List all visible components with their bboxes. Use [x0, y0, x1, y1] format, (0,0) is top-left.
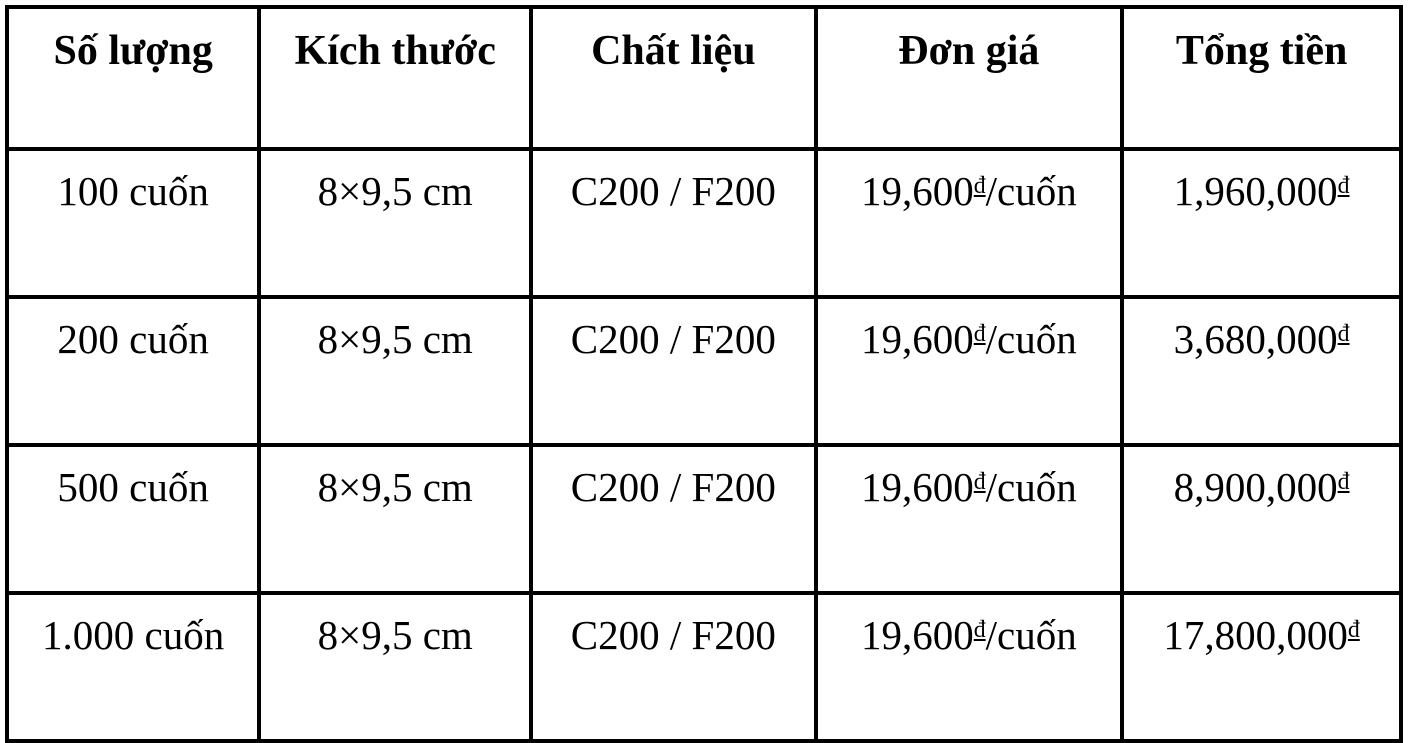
total-amount: 8,900,000	[1173, 464, 1338, 510]
material-cell: C200 / F200	[529, 443, 818, 595]
table-row: 200 cuốn 8×9,5 cm C200 / F200 19,600đ/cu…	[4, 295, 1403, 447]
header-cell-material: Chất liệu	[529, 5, 818, 151]
header-cell-total: Tổng tiền	[1120, 5, 1403, 151]
dong-superscript: đ	[973, 321, 986, 348]
table-row: 500 cuốn 8×9,5 cm C200 / F200 19,600đ/cu…	[4, 443, 1403, 595]
size-cell: 8×9,5 cm	[257, 443, 534, 595]
unit-price-per: /cuốn	[985, 316, 1077, 362]
dong-superscript: đ	[1337, 321, 1350, 348]
material-cell: C200 / F200	[529, 591, 818, 743]
total-cell: 1,960,000đ	[1120, 147, 1403, 299]
total-cell: 8,900,000đ	[1120, 443, 1403, 595]
dong-superscript: đ	[973, 173, 986, 200]
quantity-cell: 200 cuốn	[4, 295, 262, 447]
unit-price-per: /cuốn	[985, 464, 1077, 510]
table-row: 1.000 cuốn 8×9,5 cm C200 / F200 19,600đ/…	[4, 591, 1403, 743]
unit-price-amount: 19,600	[860, 464, 974, 510]
unit-price-amount: 19,600	[860, 612, 974, 658]
total-cell: 17,800,000đ	[1120, 591, 1403, 743]
size-cell: 8×9,5 cm	[257, 295, 534, 447]
quantity-cell: 100 cuốn	[4, 147, 262, 299]
unit-price-cell: 19,600đ/cuốn	[813, 295, 1125, 447]
unit-price-cell: 19,600đ/cuốn	[813, 443, 1125, 595]
header-row: Số lượng Kích thước Chất liệu Đơn giá Tổ…	[4, 5, 1403, 151]
size-cell: 8×9,5 cm	[257, 147, 534, 299]
material-cell: C200 / F200	[529, 295, 818, 447]
unit-price-amount: 19,600	[860, 168, 974, 214]
header-cell-unit-price: Đơn giá	[813, 5, 1125, 151]
unit-price-cell: 19,600đ/cuốn	[813, 147, 1125, 299]
header-cell-quantity: Số lượng	[4, 5, 262, 151]
unit-price-cell: 19,600đ/cuốn	[813, 591, 1125, 743]
dong-superscript: đ	[973, 617, 986, 644]
unit-price-per: /cuốn	[985, 612, 1077, 658]
size-cell: 8×9,5 cm	[257, 591, 534, 743]
unit-price-per: /cuốn	[985, 168, 1077, 214]
price-table: Số lượng Kích thước Chất liệu Đơn giá Tổ…	[4, 5, 1403, 743]
quantity-cell: 500 cuốn	[4, 443, 262, 595]
total-amount: 3,680,000	[1173, 316, 1338, 362]
quantity-cell: 1.000 cuốn	[4, 591, 262, 743]
total-cell: 3,680,000đ	[1120, 295, 1403, 447]
dong-superscript: đ	[1347, 617, 1360, 644]
material-cell: C200 / F200	[529, 147, 818, 299]
total-amount: 1,960,000	[1173, 168, 1338, 214]
table-row: 100 cuốn 8×9,5 cm C200 / F200 19,600đ/cu…	[4, 147, 1403, 299]
dong-superscript: đ	[1337, 469, 1350, 496]
dong-superscript: đ	[1337, 173, 1350, 200]
total-amount: 17,800,000	[1163, 612, 1348, 658]
unit-price-amount: 19,600	[860, 316, 974, 362]
dong-superscript: đ	[973, 469, 986, 496]
header-cell-size: Kích thước	[257, 5, 534, 151]
